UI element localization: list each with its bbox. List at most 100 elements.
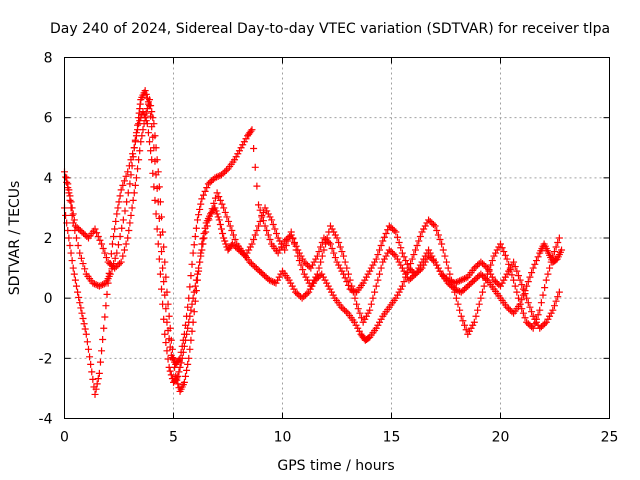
data-point: [231, 156, 239, 164]
data-point: [338, 267, 346, 275]
data-point: [129, 196, 137, 204]
data-point: [385, 222, 393, 230]
data-point: [166, 367, 174, 375]
data-point: [163, 288, 171, 296]
data-point: [250, 236, 258, 244]
data-point: [197, 249, 205, 257]
data-point: [150, 120, 158, 128]
data-point: [462, 274, 470, 282]
data-point: [382, 252, 390, 260]
data-point: [547, 258, 555, 266]
data-point: [100, 324, 108, 332]
data-point: [439, 246, 447, 254]
data-point: [531, 260, 539, 268]
data-point: [287, 228, 295, 236]
data-point: [558, 246, 566, 254]
data-point: [398, 282, 406, 290]
data-point: [488, 273, 496, 281]
data-point: [438, 240, 446, 248]
data-point: [114, 204, 122, 212]
data-point: [275, 273, 283, 281]
data-point: [506, 264, 514, 272]
data-point: [366, 267, 374, 275]
data-point: [393, 255, 401, 263]
data-point: [211, 204, 219, 212]
data-point: [407, 260, 415, 268]
data-point: [128, 204, 136, 212]
data-point: [201, 224, 209, 232]
data-point: [343, 264, 351, 272]
data-point: [529, 264, 537, 272]
data-point: [232, 243, 240, 251]
series-trace-b: [61, 108, 563, 398]
data-point: [389, 225, 397, 233]
data-point: [104, 279, 112, 287]
data-point: [477, 294, 485, 302]
data-point: [76, 226, 84, 234]
data-point: [356, 309, 364, 317]
plot-frame: [64, 57, 610, 419]
data-point: [68, 204, 76, 212]
data-point: [537, 323, 545, 331]
data-point: [431, 258, 439, 266]
data-point: [204, 180, 212, 188]
data-point: [274, 249, 282, 257]
data-point: [90, 280, 98, 288]
data-point: [164, 300, 172, 308]
data-point: [436, 236, 444, 244]
data-point: [187, 336, 195, 344]
data-point: [369, 261, 377, 269]
data-point: [175, 368, 183, 376]
data-point: [136, 147, 144, 155]
data-point: [215, 216, 223, 224]
data-point: [405, 264, 413, 272]
data-point: [91, 225, 99, 233]
data-point: [328, 225, 336, 233]
data-point: [492, 278, 500, 286]
data-point: [222, 166, 230, 174]
data-point: [269, 278, 277, 286]
data-point: [214, 172, 222, 180]
data-point: [487, 261, 495, 269]
data-point: [188, 327, 196, 335]
data-point: [113, 210, 121, 218]
data-point: [193, 276, 201, 284]
data-point: [400, 253, 408, 261]
data-point: [103, 290, 111, 298]
data-point: [416, 261, 424, 269]
data-point: [251, 163, 259, 171]
data-point: [516, 300, 524, 308]
data-point: [127, 156, 135, 164]
data-point: [186, 283, 194, 291]
data-point: [164, 355, 172, 363]
data-point: [511, 263, 519, 271]
data-point: [126, 180, 134, 188]
data-point: [165, 312, 173, 320]
data-point: [62, 173, 70, 181]
x-tick-label: 10: [274, 430, 292, 446]
data-point: [263, 207, 271, 215]
data-point: [186, 345, 194, 353]
data-point: [407, 266, 415, 274]
data-point: [166, 324, 174, 332]
data-point: [305, 263, 313, 271]
data-point: [536, 306, 544, 314]
data-point: [532, 257, 540, 265]
data-point: [203, 184, 211, 192]
data-point: [305, 288, 313, 296]
data-point: [167, 336, 175, 344]
data-point: [78, 228, 86, 236]
data-point: [132, 174, 140, 182]
data-point: [219, 229, 227, 237]
data-point: [541, 284, 549, 292]
data-point: [98, 240, 106, 248]
data-point: [310, 258, 318, 266]
data-point: [149, 169, 157, 177]
data-point: [152, 210, 160, 218]
data-point: [554, 239, 562, 247]
data-point: [341, 274, 349, 282]
data-point: [428, 219, 436, 227]
data-point: [503, 270, 511, 278]
data-point: [134, 165, 142, 173]
data-point: [138, 132, 146, 140]
